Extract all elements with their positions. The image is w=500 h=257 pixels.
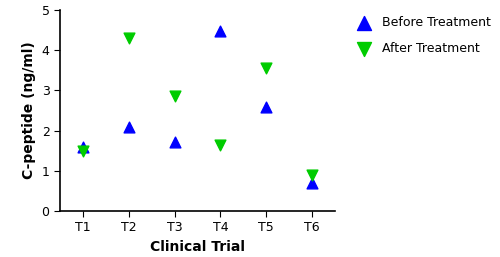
After Treatment [262, 66, 270, 70]
After Treatment [125, 35, 133, 40]
Legend: Before Treatment, After Treatment: Before Treatment, After Treatment [346, 11, 496, 60]
Before Treatment [79, 144, 87, 149]
Before Treatment [125, 125, 133, 130]
X-axis label: Clinical Trial: Clinical Trial [150, 240, 245, 254]
After Treatment [216, 143, 224, 147]
Before Treatment [262, 104, 270, 108]
Before Treatment [308, 181, 316, 186]
After Treatment [79, 149, 87, 153]
After Treatment [308, 173, 316, 178]
Before Treatment [216, 29, 224, 33]
Y-axis label: C-peptide (ng/ml): C-peptide (ng/ml) [22, 42, 36, 179]
Before Treatment [170, 140, 178, 144]
After Treatment [170, 94, 178, 98]
